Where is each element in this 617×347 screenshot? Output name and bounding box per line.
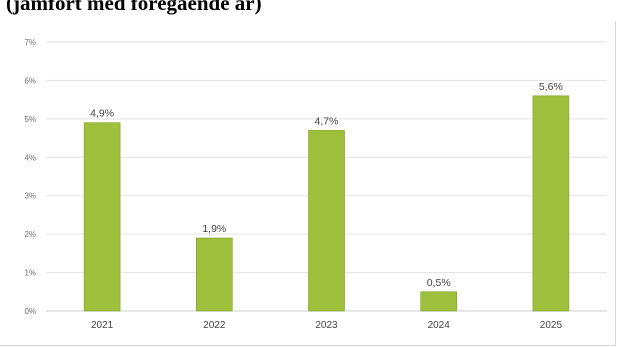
y-tick-label: 5% bbox=[24, 115, 36, 124]
x-tick-label: 2021 bbox=[91, 320, 114, 331]
x-tick-label: 2023 bbox=[315, 320, 338, 331]
data-label: 5,6% bbox=[539, 81, 563, 93]
bar bbox=[420, 291, 458, 312]
bar bbox=[83, 122, 121, 312]
y-tick-label: 0% bbox=[24, 307, 36, 316]
data-label: 4,9% bbox=[90, 108, 114, 120]
page-title: (jämfört med föregående år) bbox=[6, 0, 262, 15]
x-tick-label: 2024 bbox=[428, 320, 451, 331]
y-tick-label: 6% bbox=[24, 76, 36, 85]
y-tick-label: 1% bbox=[24, 269, 36, 278]
y-tick-label: 7% bbox=[24, 38, 36, 47]
y-tick-label: 3% bbox=[24, 192, 36, 201]
chart-frame bbox=[0, 21, 616, 346]
data-label: 1,9% bbox=[202, 223, 226, 235]
bar bbox=[196, 237, 233, 312]
data-label: 4,7% bbox=[315, 115, 339, 127]
bar bbox=[308, 130, 345, 312]
x-tick-label: 2025 bbox=[540, 320, 563, 331]
y-tick-label: 2% bbox=[24, 230, 36, 239]
x-tick-label: 2022 bbox=[203, 320, 226, 331]
data-label: 0,5% bbox=[427, 277, 451, 289]
bar bbox=[532, 95, 570, 312]
y-tick-label: 4% bbox=[24, 153, 36, 162]
